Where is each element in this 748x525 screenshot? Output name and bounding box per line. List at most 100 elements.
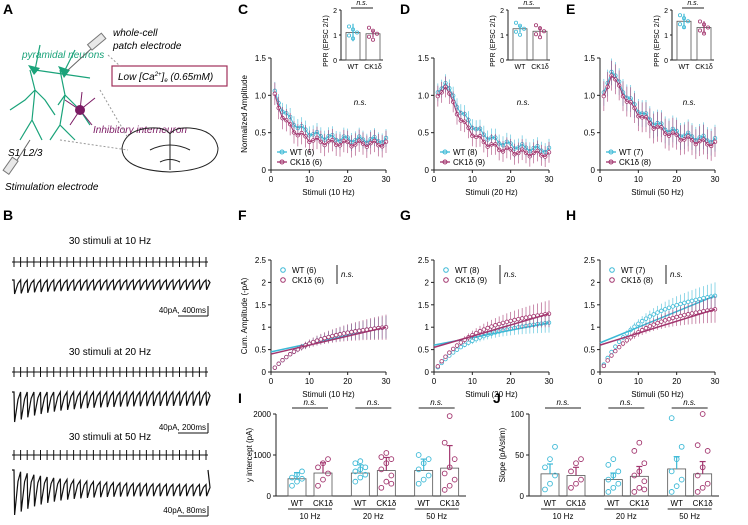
ns-label-E: n.s. xyxy=(683,98,696,107)
y-tick-label-F-4: 2 xyxy=(262,278,267,287)
chart-g: 0 0.5 1 1.5 2 2.5 0 10 20 30 Stimuli (20 Hz) WT (8)… xyxy=(418,256,554,399)
point-F-1-5 xyxy=(287,352,293,357)
bar-pt-J-2-1-4 xyxy=(699,464,706,471)
panel-letter-d: D xyxy=(400,1,410,17)
patch-label-1: whole-cell xyxy=(113,28,158,39)
x-tick-label-C-2: 20 xyxy=(343,175,352,184)
group-ns-J-1: n.s. xyxy=(620,398,633,407)
bar-pt-J-1-0-3 xyxy=(605,476,612,483)
bar-pt-J-1-0-6 xyxy=(605,461,612,468)
ns-label-F: n.s. xyxy=(341,270,354,279)
y-tick-label-J-2: 100 xyxy=(511,410,525,419)
point-H-0-17 xyxy=(662,307,668,312)
point-G-1-22 xyxy=(516,316,521,322)
y-tick-label-G-1: 0.5 xyxy=(418,346,430,355)
bar-pt-I-2-1-2 xyxy=(451,476,458,483)
point-G-1-23 xyxy=(519,316,525,321)
bar-pt-I-0-0-2 xyxy=(299,475,305,482)
x-tick-label-H-0: 0 xyxy=(598,377,603,386)
inset-pt-C-0-2 xyxy=(354,30,359,35)
y-tick-label-G-4: 2 xyxy=(425,278,430,287)
bar-pt-I-0-1-1 xyxy=(320,476,326,483)
x-tick-label-E-1: 10 xyxy=(634,175,643,184)
legend-label-G-1: CK1δ (9) xyxy=(455,276,487,285)
bar-pt-J-0-1-3 xyxy=(568,468,574,475)
point-F-1-18 xyxy=(337,332,343,337)
bar-cat-J-2-0: WT xyxy=(670,499,683,508)
inset-cat-D-0: WT xyxy=(515,64,527,71)
bar-pt-I-2-1-4 xyxy=(446,464,453,471)
point-F-1-19 xyxy=(341,331,347,336)
inset-pt-E-1-0 xyxy=(698,19,703,24)
trace-title-2: 30 stimuli at 50 Hz xyxy=(69,432,151,443)
point-G-0-5 xyxy=(450,350,456,355)
y-tick-label-D-0: 0 xyxy=(425,166,430,175)
bar-pt-J-1-0-0 xyxy=(605,489,612,495)
point-H-1-4 xyxy=(613,348,618,354)
y-tick-label-E-0: 0 xyxy=(591,166,596,175)
chart-j: 0 50 100 Slope (pA/stim) WT CK1δ 10 Hz n.s. WT CK… xyxy=(498,398,719,521)
x-tick-label-E-2: 20 xyxy=(672,175,681,184)
bar-pt-I-2-1-0 xyxy=(441,487,448,493)
point-G-1-16 xyxy=(493,323,498,328)
epsc-trace-2 xyxy=(12,469,211,516)
bar-pt-J-2-1-6 xyxy=(694,442,701,449)
point-H-1-13 xyxy=(647,324,653,329)
point-H-0-16 xyxy=(659,308,664,314)
bar-pt-I-0-1-2 xyxy=(325,470,331,477)
point-H-1-17 xyxy=(662,318,668,323)
legend-marker-F-0 xyxy=(280,267,286,273)
panel-letter-i: I xyxy=(238,390,242,406)
bar-pt-J-1-1-6 xyxy=(631,448,638,454)
point-H-0-18 xyxy=(666,305,672,311)
x-tick-label-C-3: 30 xyxy=(382,175,391,184)
y-tick-label-C-2: 1.0 xyxy=(255,91,267,100)
y-tick-label-G-2: 1 xyxy=(425,323,430,332)
y-label-C: Normalized Amplitude xyxy=(240,75,249,153)
point-G-1-4 xyxy=(447,350,452,355)
group-label-I-1: 20 Hz xyxy=(363,512,384,521)
y-tick-label-D-2: 1.0 xyxy=(418,91,430,100)
point-H-1-16 xyxy=(659,319,664,324)
x-tick-label-E-3: 30 xyxy=(711,175,720,184)
point-H-1-6 xyxy=(620,341,626,346)
bar-pt-I-0-0-5 xyxy=(299,468,305,475)
bar-pt-I-1-0-7 xyxy=(357,458,364,465)
x-tick-label-H-1: 10 xyxy=(634,377,643,386)
point-H-1-25 xyxy=(693,310,699,315)
inset-pt-D-1-3 xyxy=(534,32,539,37)
pyramidal-label: pyramidal neurons xyxy=(21,50,104,61)
bar-pt-J-1-0-1 xyxy=(610,484,617,491)
point-F-1-4 xyxy=(284,354,289,360)
inset-ytick-label-E-2: 2 xyxy=(664,8,668,15)
bar-pt-I-1-0-5 xyxy=(362,464,369,471)
y-tick-label-C-3: 1.5 xyxy=(255,54,267,63)
trace-title-1: 30 stimuli at 20 Hz xyxy=(69,347,151,358)
point-F-1-23 xyxy=(356,328,362,333)
bar-pt-J-1-0-2 xyxy=(615,480,622,487)
point-H-0-4 xyxy=(613,344,618,349)
inset-pt-D-0-3 xyxy=(514,29,519,34)
brain-slice-icon xyxy=(121,127,219,173)
bar-pt-I-2-0-4 xyxy=(420,460,427,467)
inset-pt-E-1-4 xyxy=(702,31,707,36)
inset-cat-C-0: WT xyxy=(348,64,360,71)
y-tick-label-I-1: 1000 xyxy=(253,451,271,460)
point-F-1-15 xyxy=(326,334,331,340)
bar-pt-J-1-1-4 xyxy=(636,468,643,475)
inset-pt-D-1-4 xyxy=(538,35,543,40)
fit-line-G-1 xyxy=(433,313,550,349)
bar-pt-I-1-1-3 xyxy=(378,466,385,473)
point-G-1-7 xyxy=(458,340,464,345)
point-F-1-17 xyxy=(333,332,339,338)
bar-pt-I-1-0-4 xyxy=(357,466,364,473)
y-tick-label-E-3: 1.5 xyxy=(584,54,596,63)
bar-cat-J-1-0: WT xyxy=(607,499,620,508)
point-G-0-8 xyxy=(462,342,467,347)
bar-pt-I-2-0-5 xyxy=(425,456,432,462)
x-label-G: Stimuli (20 Hz) xyxy=(465,390,518,399)
y-tick-label-G-3: 1.5 xyxy=(418,301,430,310)
x-tick-label-F-1: 10 xyxy=(305,377,314,386)
inset-pt-D-0-1 xyxy=(518,23,523,28)
